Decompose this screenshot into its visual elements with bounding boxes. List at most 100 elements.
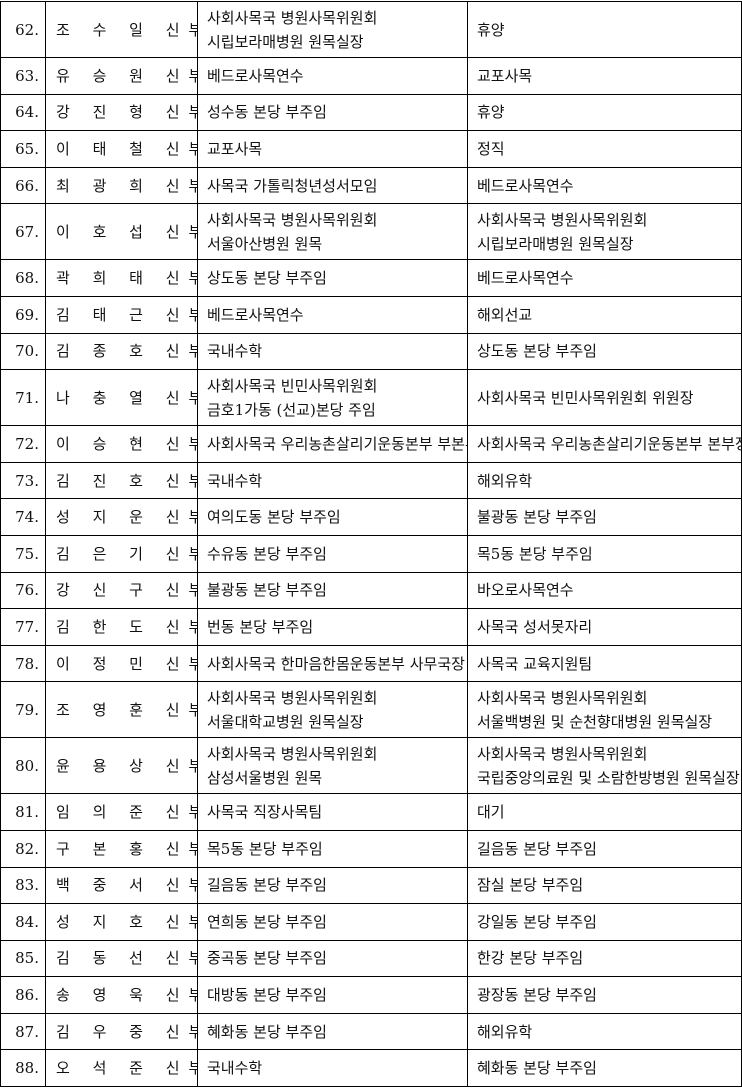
priest-name: 성 지 운 신부	[45, 498, 198, 536]
new-post: 사목국 성서못자리	[467, 608, 742, 646]
previous-post: 대방동 본당 부주임	[197, 976, 468, 1014]
from-line: 목5동 본당 부주임	[207, 839, 323, 858]
priest-name: 이 태 철 신부	[45, 130, 198, 168]
row-number: 84.	[0, 903, 46, 941]
table-row: 71. 나 충 열 신부 사회사목국 빈민사목위원회 금호1가동 (선교)본당 주임 사…	[0, 369, 742, 427]
table-row: 67. 이 호 섭 신부 사회사목국 병원사목위원회 서울아산병원 원목 사회사목국 병…	[0, 203, 742, 261]
row-number: 69.	[0, 295, 46, 334]
to-line: 해외유학	[477, 471, 533, 490]
new-post: 광장동 본당 부주임	[467, 976, 742, 1014]
priest-name: 조 영 훈 신부	[45, 681, 198, 739]
table-row: 66. 최 광 희 신부 사목국 가톨릭청년성서모임 베드로사목연수	[0, 166, 742, 205]
priest-name: 조 수 일 신부	[45, 1, 198, 58]
new-post: 사목국 교육지원팀	[467, 644, 742, 683]
row-number: 88.	[0, 1049, 46, 1088]
previous-post: 사목국 직장사목팀	[197, 793, 468, 831]
previous-post: 사회사목국 한마음한몸운동본부 사무국장	[197, 644, 468, 683]
previous-post: 여의도동 본당 부주임	[197, 498, 468, 536]
table-row: 73. 김 진 호 신부 국내수학 해외유학	[0, 461, 742, 500]
to-line: 사회사목국 빈민사목위원회 위원장	[477, 388, 694, 407]
to-line: 사회사목국 병원사목위원회	[477, 744, 648, 763]
row-number: 81.	[0, 793, 46, 831]
to-line: 휴양	[477, 103, 505, 122]
row-number: 70.	[0, 332, 46, 371]
new-post: 목5동 본당 부주임	[467, 534, 742, 573]
to-line: 사회사목국 병원사목위원회	[477, 210, 648, 229]
to-line: 잠실 본당 부주임	[477, 876, 584, 895]
new-post: 대기	[467, 793, 742, 831]
from-line: 시립보라매병원 원목실장	[207, 32, 364, 51]
previous-post: 수유동 본당 부주임	[197, 534, 468, 573]
previous-post: 교포사목	[197, 130, 468, 168]
row-number: 78.	[0, 644, 46, 683]
row-number: 73.	[0, 461, 46, 500]
table-row: 76. 강 신 구 신부 불광동 본당 부주임 바오로사목연수	[0, 571, 742, 610]
table-row: 72. 이 승 현 신부 사회사목국 우리농촌살리기운동본부 부본부장 사회사목국 우…	[0, 425, 742, 463]
table-row: 68. 곽 희 태 신부 상도동 본당 부주임 베드로사목연수	[0, 259, 742, 297]
to-line: 국립중앙의료원 및 소람한방병원 원목실장	[477, 768, 740, 787]
priest-name: 이 승 현 신부	[45, 425, 198, 463]
row-number: 68.	[0, 259, 46, 297]
from-line: 사목국 가톨릭청년성서모임	[207, 176, 378, 195]
to-line: 강일동 본당 부주임	[477, 912, 597, 931]
new-post: 베드로사목연수	[467, 259, 742, 297]
previous-post: 국내수학	[197, 332, 468, 371]
row-number: 72.	[0, 425, 46, 463]
priest-name: 김 우 중 신부	[45, 1012, 198, 1051]
to-line: 서울백병원 및 순천향대병원 원목실장	[477, 712, 713, 731]
row-number: 71.	[0, 369, 46, 427]
previous-post: 베드로사목연수	[197, 295, 468, 334]
table-row: 65. 이 태 철 신부 교포사목 정직	[0, 130, 742, 168]
from-line: 사회사목국 병원사목위원회	[207, 744, 378, 763]
table-row: 64. 강 진 형 신부 성수동 본당 부주임 휴양	[0, 93, 742, 132]
to-line: 광장동 본당 부주임	[477, 986, 597, 1005]
new-post: 휴양	[467, 1, 742, 58]
row-number: 77.	[0, 608, 46, 646]
previous-post: 중곡동 본당 부주임	[197, 939, 468, 978]
previous-post: 사목국 가톨릭청년성서모임	[197, 166, 468, 205]
new-post: 강일동 본당 부주임	[467, 903, 742, 941]
new-post: 길음동 본당 부주임	[467, 829, 742, 868]
table-row: 77. 김 한 도 신부 번동 본당 부주임 사목국 성서못자리	[0, 608, 742, 646]
from-line: 성수동 본당 부주임	[207, 103, 327, 122]
table-row: 88. 오 석 준 신부 국내수학 혜화동 본당 부주임	[0, 1049, 742, 1088]
new-post: 정직	[467, 130, 742, 168]
previous-post: 혜화동 본당 부주임	[197, 1012, 468, 1051]
from-line: 사회사목국 병원사목위원회	[207, 210, 378, 229]
new-post: 해외유학	[467, 461, 742, 500]
from-line: 불광동 본당 부주임	[207, 581, 327, 600]
priest-name: 윤 용 상 신부	[45, 737, 198, 795]
from-line: 혜화동 본당 부주임	[207, 1022, 327, 1041]
row-number: 62.	[0, 1, 46, 58]
row-number: 67.	[0, 203, 46, 261]
to-line: 바오로사목연수	[477, 581, 574, 600]
from-line: 사회사목국 병원사목위원회	[207, 8, 378, 27]
row-number: 79.	[0, 681, 46, 739]
previous-post: 상도동 본당 부주임	[197, 259, 468, 297]
from-line: 서울대학교병원 원목실장	[207, 712, 364, 731]
previous-post: 사회사목국 우리농촌살리기운동본부 부본부장	[197, 425, 468, 463]
previous-post: 목5동 본당 부주임	[197, 829, 468, 868]
row-number: 75.	[0, 534, 46, 573]
row-number: 74.	[0, 498, 46, 536]
priest-name: 구 본 홍 신부	[45, 829, 198, 868]
from-line: 교포사목	[207, 139, 263, 158]
new-post: 상도동 본당 부주임	[467, 332, 742, 371]
row-number: 87.	[0, 1012, 46, 1051]
to-line: 사목국 성서못자리	[477, 617, 593, 636]
table-row: 79. 조 영 훈 신부 사회사목국 병원사목위원회 서울대학교병원 원목실장 사회사목…	[0, 681, 742, 739]
previous-post: 길음동 본당 부주임	[197, 866, 468, 905]
new-post: 불광동 본당 부주임	[467, 498, 742, 536]
from-line: 금호1가동 (선교)본당 주임	[207, 400, 376, 419]
from-line: 연희동 본당 부주임	[207, 912, 327, 931]
row-number: 83.	[0, 866, 46, 905]
from-line: 길음동 본당 부주임	[207, 876, 327, 895]
table-row: 81. 임 의 준 신부 사목국 직장사목팀 대기	[0, 793, 742, 831]
previous-post: 베드로사목연수	[197, 57, 468, 95]
priest-name: 이 호 섭 신부	[45, 203, 198, 261]
new-post: 교포사목	[467, 57, 742, 95]
new-post: 베드로사목연수	[467, 166, 742, 205]
from-line: 상도동 본당 부주임	[207, 269, 327, 288]
previous-post: 사회사목국 병원사목위원회 삼성서울병원 원목	[197, 737, 468, 795]
